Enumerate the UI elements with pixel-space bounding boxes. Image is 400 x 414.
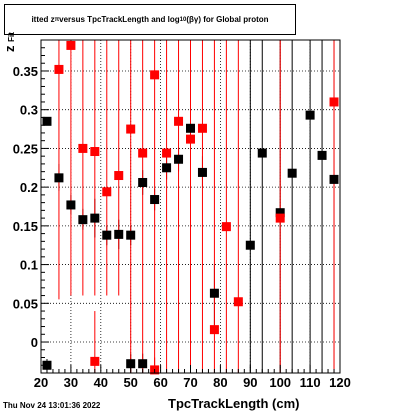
- data-point: [174, 154, 184, 164]
- y-tick-label: 0.1: [20, 258, 38, 273]
- data-point: [150, 195, 160, 205]
- y-axis-label-main: z: [2, 45, 17, 53]
- y-tick-label: 0: [31, 335, 38, 350]
- y-tick-label: 0.25: [13, 141, 38, 156]
- y-tick-label: 0.05: [13, 296, 38, 311]
- data-point: [233, 297, 243, 307]
- x-tick-label: 120: [329, 375, 351, 390]
- data-point: [54, 64, 64, 74]
- title-sub-10: 10: [179, 16, 187, 23]
- data-point: [257, 148, 267, 158]
- data-point: [275, 208, 285, 218]
- x-tick-label: 80: [213, 375, 227, 390]
- x-axis-label: TpcTrackLength (cm): [168, 396, 300, 411]
- data-point: [305, 110, 315, 120]
- y-axis-label: z Fit: [2, 32, 17, 52]
- data-point: [329, 97, 339, 107]
- data-point: [209, 325, 219, 335]
- x-tick-label: 20: [34, 375, 48, 390]
- title-post: (βγ) for Global proton: [186, 15, 269, 24]
- data-point: [90, 147, 100, 157]
- x-tick-label: 60: [153, 375, 167, 390]
- y-axis-label-sub: Fit: [7, 32, 16, 42]
- data-point: [90, 356, 100, 366]
- data-point: [126, 230, 136, 240]
- data-point: [287, 168, 297, 178]
- data-point: [90, 213, 100, 223]
- data-point: [114, 229, 124, 239]
- data-point: [138, 177, 148, 187]
- data-point: [162, 148, 172, 158]
- title-sub-pi: π: [54, 16, 60, 23]
- x-tick-label: 40: [94, 375, 108, 390]
- x-tick-label: 50: [123, 375, 137, 390]
- data-point: [42, 360, 52, 370]
- data-point: [186, 123, 195, 133]
- x-tick-label: 90: [243, 375, 257, 390]
- data-point: [126, 359, 136, 369]
- data-point: [102, 230, 112, 240]
- data-point: [114, 171, 124, 181]
- data-point: [78, 143, 88, 153]
- timestamp: Thu Nov 24 13:01:36 2022: [3, 401, 101, 410]
- title-pre: itted z: [31, 15, 55, 24]
- data-point: [42, 116, 52, 126]
- data-point: [126, 124, 136, 134]
- data-point: [317, 150, 327, 160]
- data-point: [275, 213, 285, 223]
- data-point: [66, 40, 76, 50]
- data-point: [162, 163, 172, 173]
- data-point: [66, 200, 76, 210]
- data-point: [138, 359, 148, 369]
- data-point: [221, 222, 231, 232]
- data-point: [78, 215, 88, 225]
- data-point: [102, 187, 112, 197]
- data-point: [54, 173, 64, 183]
- y-tick-label: 0.15: [13, 219, 38, 234]
- y-tick-label: 0.3: [20, 103, 38, 118]
- data-point: [186, 134, 195, 144]
- x-tick-label: 110: [300, 375, 321, 390]
- title-mid: versus TpcTrackLength and log: [59, 15, 180, 24]
- data-point: [209, 288, 219, 298]
- x-tick-label: 30: [64, 375, 78, 390]
- y-tick-label: 0.35: [13, 64, 38, 79]
- data-point: [197, 123, 207, 133]
- x-tick-label: 70: [183, 375, 197, 390]
- data-point: [245, 240, 255, 250]
- data-point: [197, 167, 207, 177]
- x-tick-label: 100: [269, 375, 291, 390]
- y-tick-label: 0.2: [20, 180, 38, 195]
- data-point: [329, 174, 339, 184]
- data-point: [150, 70, 160, 80]
- data-point: [138, 148, 148, 158]
- data-point: [174, 116, 184, 126]
